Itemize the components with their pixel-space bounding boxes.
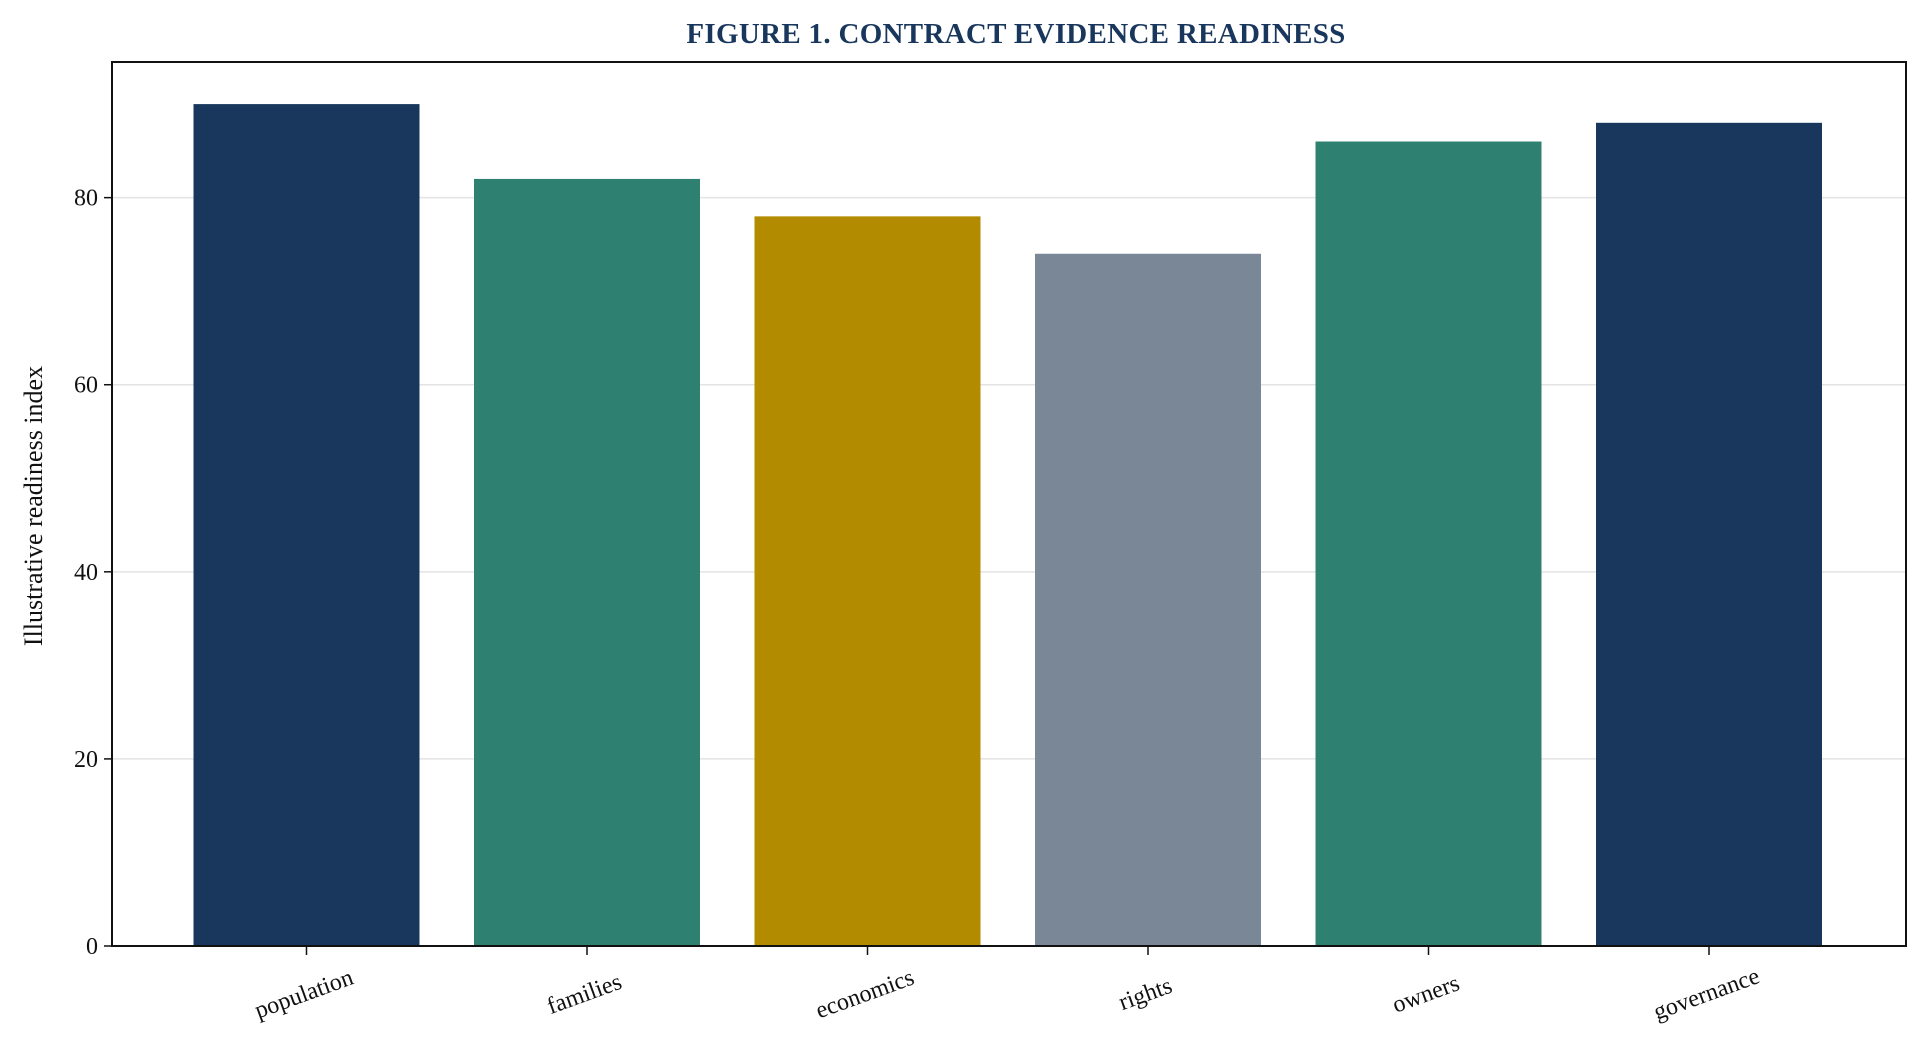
- y-axis-ticks: 0 20 40 60 80: [74, 186, 112, 960]
- y-tick-label: 0: [86, 934, 98, 960]
- bar-economics: [754, 216, 981, 946]
- bar-families: [474, 178, 700, 946]
- x-tick-label-economics: economics: [812, 965, 917, 1025]
- x-axis-ticks: population families economics rights owners g…: [251, 946, 1763, 1026]
- x-tick-label-families: families: [544, 969, 626, 1020]
- x-tick-label-population: population: [251, 965, 356, 1025]
- bar-population: [193, 104, 420, 947]
- y-tick-label: 60: [74, 373, 98, 399]
- y-tick-label: 40: [74, 560, 98, 586]
- x-tick-label-rights: rights: [1115, 973, 1175, 1016]
- bar-governance: [1596, 122, 1822, 947]
- x-tick-label-owners: owners: [1389, 970, 1463, 1018]
- y-axis-label: Illustrative readiness index: [19, 366, 48, 646]
- bars: [193, 104, 1822, 947]
- x-tick-label-governance: governance: [1650, 963, 1763, 1025]
- chart-title: FIGURE 1. CONTRACT EVIDENCE READINESS: [686, 18, 1345, 50]
- y-tick-label: 20: [74, 747, 98, 773]
- bar-owners: [1315, 141, 1542, 946]
- plot-frame: [111, 61, 1907, 947]
- bar-rights: [1035, 253, 1261, 946]
- y-tick-label: 80: [74, 186, 98, 212]
